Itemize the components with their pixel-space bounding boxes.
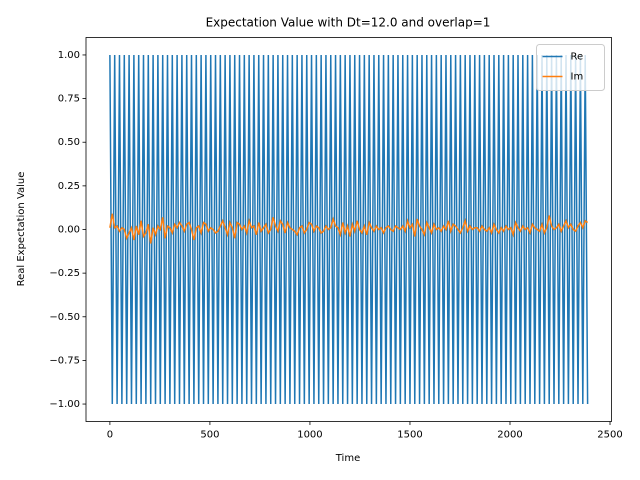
y-tick-label: 0.25 bbox=[58, 181, 80, 192]
y-tick-label: −0.25 bbox=[49, 268, 80, 279]
x-tick-label: 0 bbox=[107, 430, 113, 441]
x-tick-label: 1500 bbox=[397, 430, 422, 441]
x-tick-label: 2000 bbox=[497, 430, 522, 441]
y-tick-label: −1.00 bbox=[49, 399, 80, 410]
legend-label: Re bbox=[571, 52, 584, 63]
series-line bbox=[109, 213, 589, 244]
y-tick-label: 0.50 bbox=[58, 137, 80, 148]
y-axis-label: Real Expectation Value bbox=[16, 172, 27, 287]
axes-frame bbox=[85, 37, 612, 422]
x-axis-label: Time bbox=[335, 453, 360, 464]
y-tick-label: 1.00 bbox=[58, 50, 80, 61]
y-tick-label: 0.00 bbox=[58, 225, 80, 236]
y-tick-label: −0.50 bbox=[49, 312, 80, 323]
legend-label: Im bbox=[571, 72, 584, 83]
x-tick-label: 1000 bbox=[297, 430, 322, 441]
y-tick-label: 0.75 bbox=[58, 94, 80, 105]
x-tick-label: 2500 bbox=[597, 430, 622, 441]
y-tick-label: −0.75 bbox=[49, 355, 80, 366]
x-tick-label: 500 bbox=[200, 430, 219, 441]
chart-title: Expectation Value with Dt=12.0 and overl… bbox=[206, 16, 491, 30]
